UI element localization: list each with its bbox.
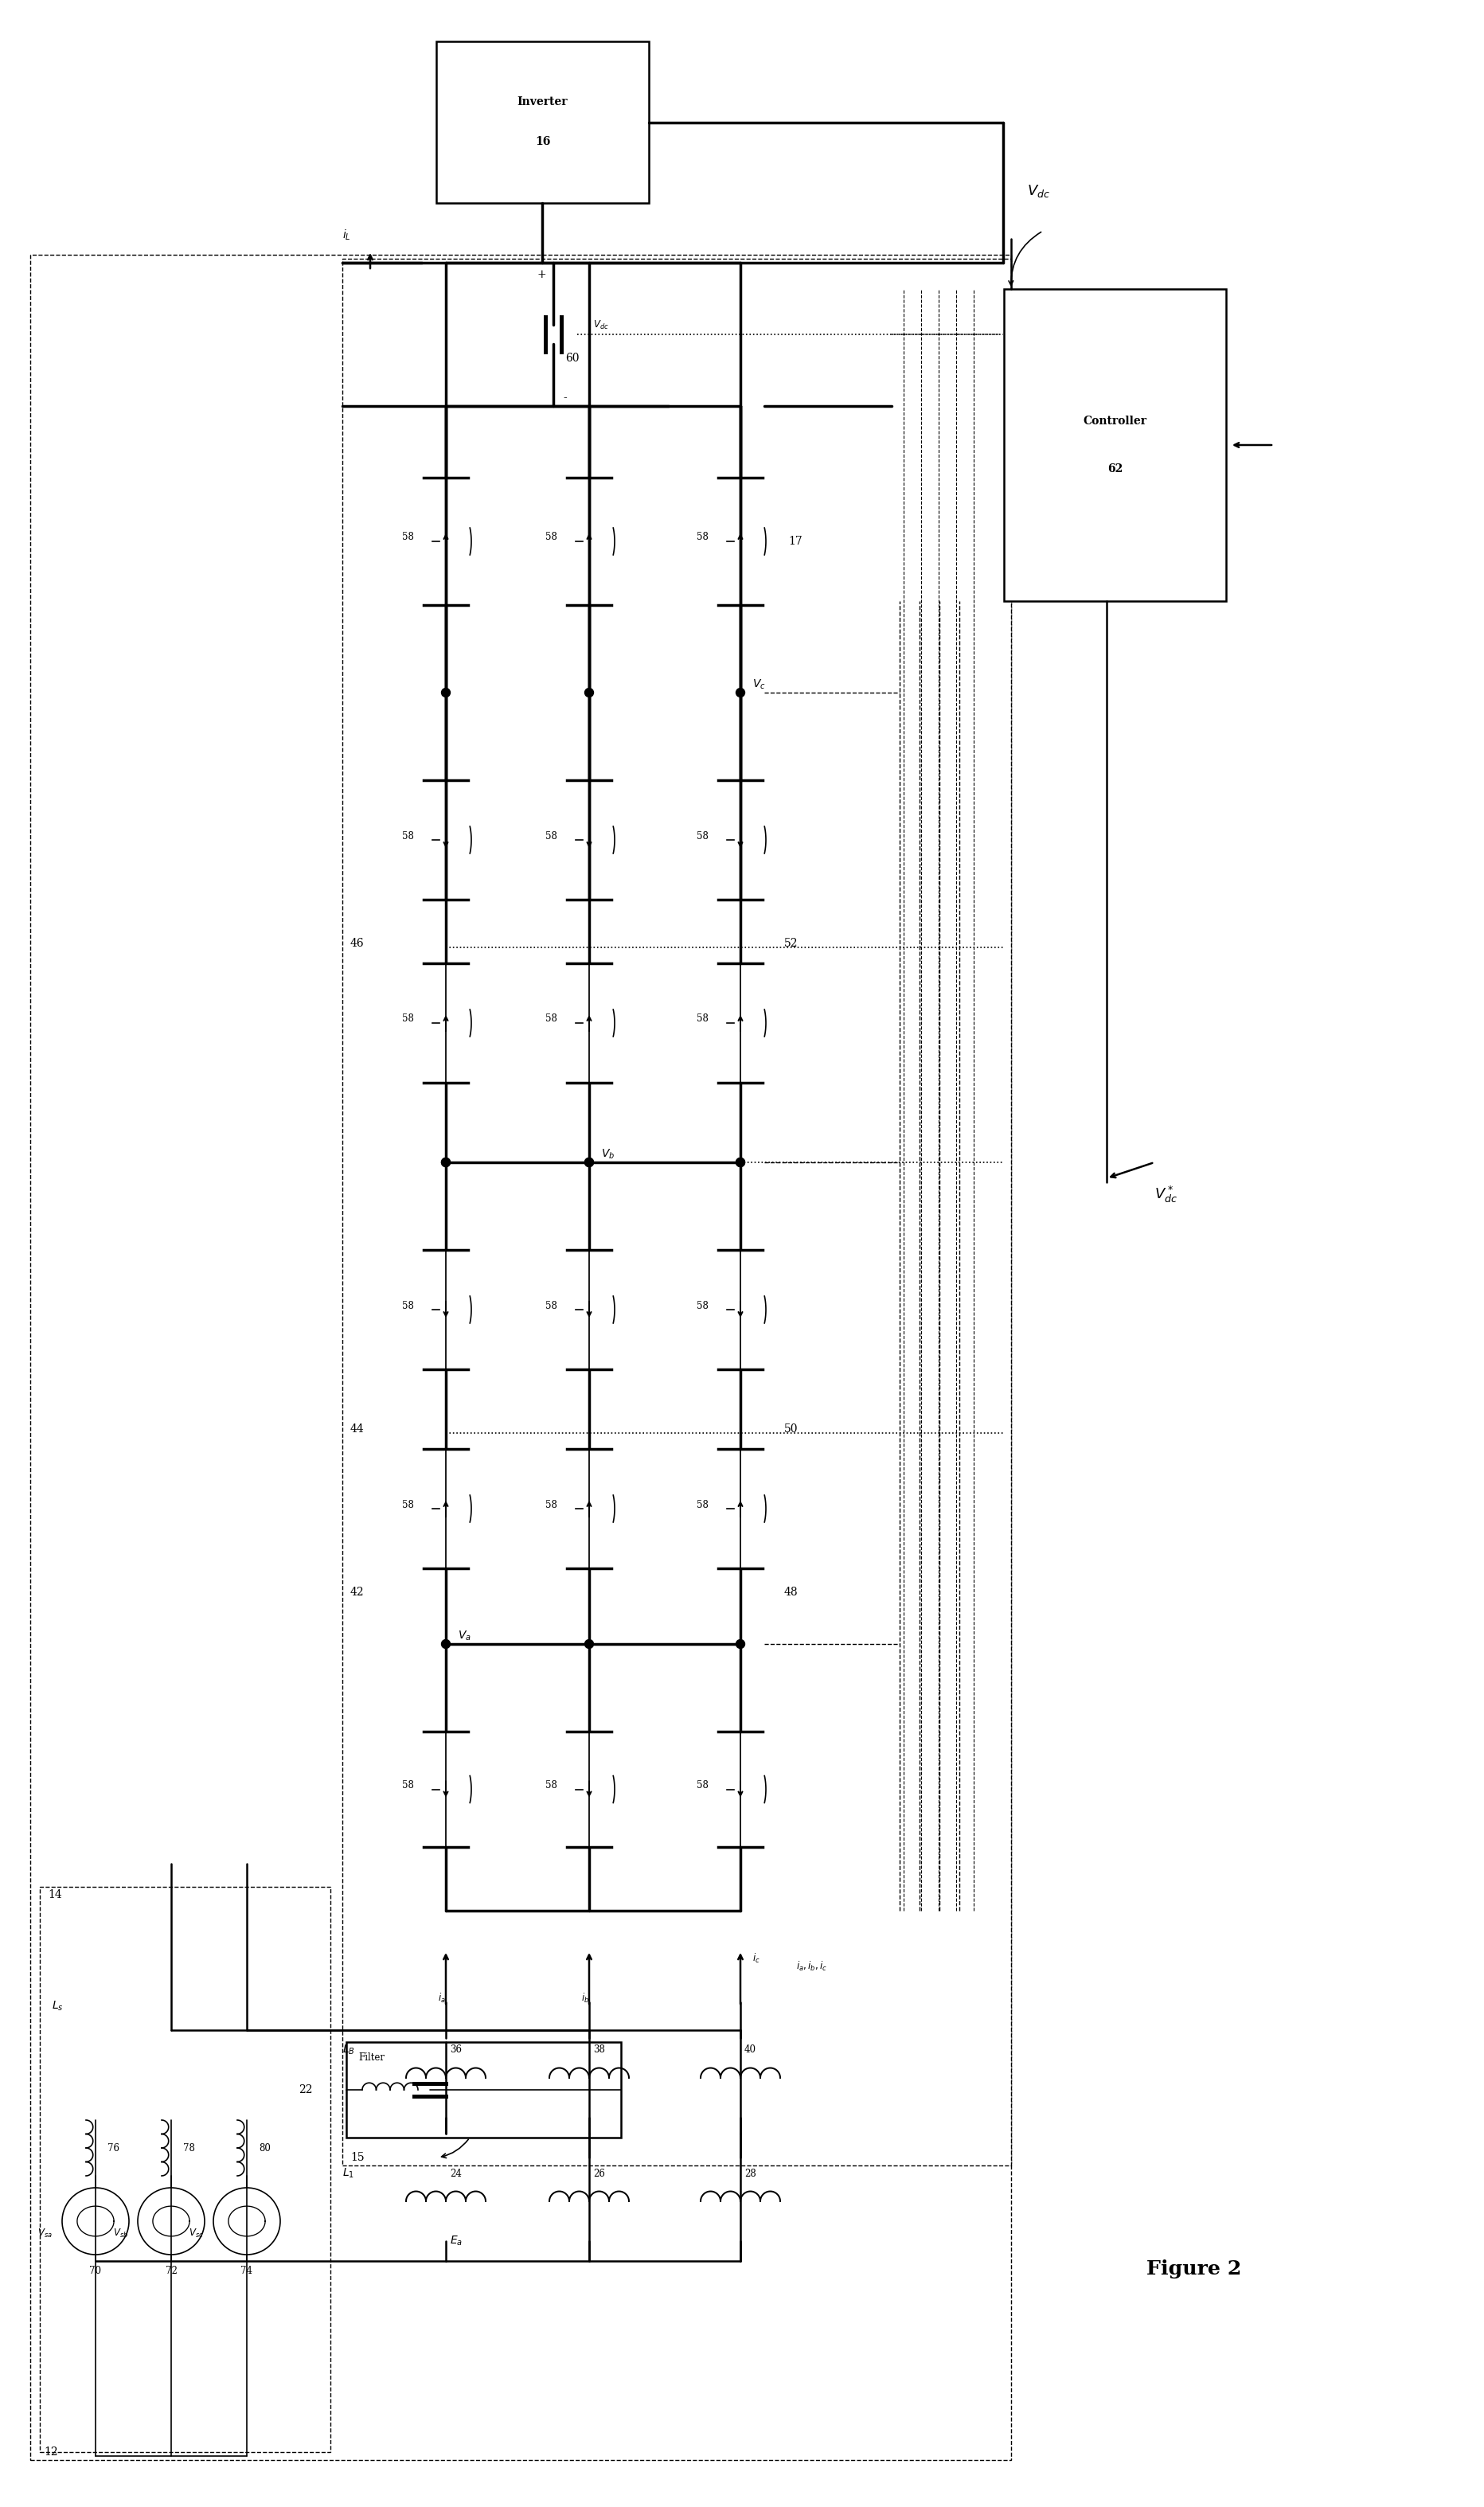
Bar	[1003, 288, 1226, 602]
Text: $i_{a}, i_{b}, i_c$: $i_{a}, i_{b}, i_c$	[795, 1960, 827, 1973]
Text: $V_{dc}$: $V_{dc}$	[592, 318, 608, 331]
Text: 62: 62	[1107, 464, 1122, 474]
Text: 46: 46	[350, 938, 364, 950]
Text: 58: 58	[545, 830, 556, 842]
Circle shape	[441, 1158, 450, 1166]
Text: 58: 58	[696, 830, 708, 842]
Circle shape	[736, 689, 745, 697]
Text: 60: 60	[565, 353, 579, 364]
Text: 58: 58	[545, 1499, 556, 1509]
Text: 40: 40	[743, 2046, 755, 2056]
Text: 58: 58	[402, 830, 414, 842]
Text: $i_c$: $i_c$	[752, 1953, 760, 1965]
Text: 58: 58	[696, 1780, 708, 1790]
Text: Controller: Controller	[1082, 416, 1146, 426]
Text: 58: 58	[696, 1013, 708, 1025]
Circle shape	[441, 689, 450, 697]
Bar	[346, 2043, 620, 2138]
Text: 74: 74	[240, 2266, 252, 2276]
Text: 50: 50	[784, 1424, 798, 1434]
Circle shape	[736, 1158, 745, 1166]
Text: $i_b$: $i_b$	[580, 1993, 589, 2006]
Text: 58: 58	[545, 1301, 556, 1311]
Text: 58: 58	[545, 1013, 556, 1025]
Text: $V_a$: $V_a$	[457, 1630, 470, 1642]
Text: Inverter: Inverter	[516, 98, 567, 108]
Text: 58: 58	[402, 1780, 414, 1790]
Bar	[40, 1888, 331, 2452]
Text: 76: 76	[107, 2143, 119, 2154]
Text: $i_L$: $i_L$	[343, 228, 350, 241]
Text: 80: 80	[258, 2143, 270, 2154]
Text: 36: 36	[450, 2046, 462, 2056]
Circle shape	[441, 1158, 450, 1166]
Bar	[436, 43, 649, 203]
Text: $i_a$: $i_a$	[438, 1993, 445, 2006]
Text: 44: 44	[350, 1424, 364, 1434]
Text: 15: 15	[350, 2151, 364, 2164]
Text: 78: 78	[183, 2143, 194, 2154]
Text: +: +	[536, 268, 546, 281]
Bar	[343, 258, 1011, 2166]
Text: $V_{dc}$: $V_{dc}$	[1027, 183, 1049, 198]
Text: 16: 16	[534, 135, 551, 148]
Text: $L_B$: $L_B$	[343, 2043, 355, 2056]
Circle shape	[736, 1158, 745, 1166]
Text: 58: 58	[696, 531, 708, 542]
Text: $V_{sb}$: $V_{sb}$	[113, 2226, 128, 2239]
Text: 22: 22	[298, 2083, 312, 2096]
Text: 48: 48	[784, 1587, 798, 1597]
Text: $V_{dc}^*$: $V_{dc}^*$	[1153, 1183, 1177, 1203]
Text: -: -	[562, 394, 567, 404]
Text: 58: 58	[402, 1013, 414, 1025]
Text: 24: 24	[450, 2169, 462, 2179]
Text: $E_a$: $E_a$	[450, 2234, 463, 2249]
Circle shape	[736, 1640, 745, 1650]
Text: 14: 14	[47, 1890, 62, 1900]
Text: 58: 58	[402, 1301, 414, 1311]
Text: $V_c$: $V_c$	[752, 677, 766, 692]
Circle shape	[585, 1158, 594, 1166]
Bar	[30, 256, 1011, 2459]
Text: 58: 58	[545, 531, 556, 542]
Text: 52: 52	[784, 938, 798, 950]
Text: 28: 28	[743, 2169, 755, 2179]
Text: Filter: Filter	[358, 2053, 384, 2063]
Text: 58: 58	[696, 1301, 708, 1311]
Text: $V_{sa}$: $V_{sa}$	[37, 2226, 52, 2239]
Circle shape	[585, 689, 594, 697]
Text: 42: 42	[350, 1587, 364, 1597]
Circle shape	[585, 1640, 594, 1650]
Text: 70: 70	[89, 2266, 101, 2276]
Text: $V_b$: $V_b$	[601, 1148, 614, 1161]
Text: 12: 12	[43, 2447, 58, 2457]
Text: 58: 58	[545, 1780, 556, 1790]
Text: $L_s$: $L_s$	[52, 2001, 64, 2013]
Text: 72: 72	[165, 2266, 177, 2276]
Text: Figure 2: Figure 2	[1146, 2259, 1241, 2279]
Text: 38: 38	[592, 2046, 604, 2056]
Text: $V_{sc}$: $V_{sc}$	[188, 2226, 203, 2239]
Text: 17: 17	[788, 536, 801, 547]
Circle shape	[441, 1640, 450, 1650]
Circle shape	[585, 1158, 594, 1166]
Text: 58: 58	[696, 1499, 708, 1509]
Text: 58: 58	[402, 531, 414, 542]
Text: 58: 58	[402, 1499, 414, 1509]
Text: 26: 26	[592, 2169, 604, 2179]
Text: $L_1$: $L_1$	[343, 2166, 355, 2181]
